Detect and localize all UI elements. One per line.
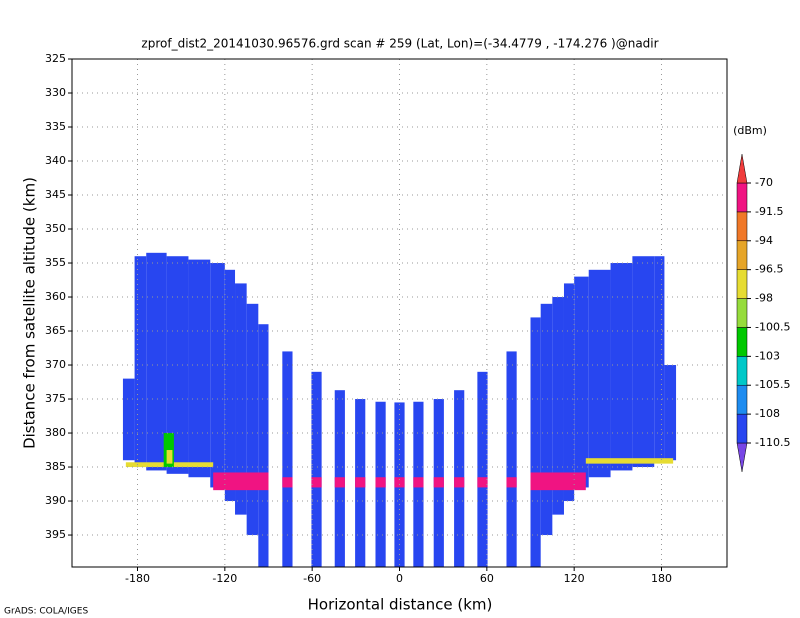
colorbar-tick-label: -105.5 — [755, 378, 790, 391]
heat-cell — [574, 276, 589, 488]
colorbar-segment — [736, 442, 748, 472]
heat-cell — [654, 256, 665, 461]
colorbar-segment — [736, 413, 748, 444]
y-tick-label: 395 — [45, 528, 66, 541]
colorbar-tick-label: -108 — [755, 407, 780, 420]
plot-frame — [71, 58, 728, 568]
x-axis-label: Horizontal distance (km) — [308, 596, 493, 614]
heat-cell — [334, 477, 345, 488]
y-tick-label: 340 — [45, 154, 66, 167]
x-tick-label: 120 — [564, 572, 585, 585]
heat-cell — [224, 269, 236, 502]
heat-cell — [477, 371, 488, 567]
heat-cell — [146, 252, 167, 471]
heat-cell — [311, 477, 322, 488]
y-tick-label: 390 — [45, 494, 66, 507]
y-tick-label: 380 — [45, 426, 66, 439]
colorbar-segment — [736, 269, 748, 299]
heat-cell — [235, 283, 247, 515]
heat-cell — [530, 472, 586, 491]
y-axis-label: Distance from satellite altitude (km) — [21, 177, 39, 449]
heat-cell — [563, 283, 575, 502]
colorbar-segment — [736, 356, 748, 386]
colorbar-tick-label: -70 — [755, 176, 773, 189]
colorbar-segment — [736, 327, 748, 357]
colorbar-tick-label: -110.5 — [755, 436, 790, 449]
heat-cell — [213, 472, 269, 491]
heat-cell — [530, 317, 541, 567]
heat-cell — [540, 303, 553, 536]
colorbar-segment — [736, 298, 748, 328]
y-tick-label: 330 — [45, 86, 66, 99]
y-tick-label: 365 — [45, 324, 66, 337]
heat-cell — [311, 371, 322, 567]
heat-cell — [246, 303, 259, 536]
y-tick-label: 375 — [45, 392, 66, 405]
heat-cell — [166, 450, 173, 464]
heat-cell — [188, 259, 211, 478]
heat-cell — [454, 477, 465, 488]
heat-cell — [134, 256, 147, 468]
x-tick-label: -120 — [212, 572, 237, 585]
colorbar-label: (dBm) — [733, 124, 767, 137]
heat-cell — [282, 477, 293, 488]
colorbar-tick-label: -100.5 — [755, 320, 790, 333]
heat-cell — [506, 351, 517, 567]
colorbar-tick-label: -91.5 — [755, 205, 783, 218]
colorbar-tick-label: -103 — [755, 349, 780, 362]
heat-cell — [394, 477, 405, 488]
colorbar-segment — [736, 384, 748, 415]
heat-cell — [477, 477, 488, 488]
heat-cell — [664, 365, 677, 461]
colorbar-tick-label: -98 — [755, 292, 773, 305]
y-tick-label: 355 — [45, 256, 66, 269]
heat-cell — [610, 263, 633, 471]
heat-cell — [210, 263, 225, 488]
heat-cell — [588, 269, 611, 478]
y-tick-label: 335 — [45, 120, 66, 133]
heat-cell — [632, 256, 655, 468]
y-tick-label: 345 — [45, 188, 66, 201]
heat-cell — [585, 458, 674, 464]
heat-cell — [355, 477, 366, 488]
heat-cell — [433, 477, 444, 488]
chart-title: zprof_dist2_20141030.96576.grd scan # 25… — [141, 37, 658, 51]
x-tick-label: -60 — [303, 572, 321, 585]
y-tick-label: 385 — [45, 460, 66, 473]
y-tick-label: 325 — [45, 52, 66, 65]
y-tick-label: 370 — [45, 358, 66, 371]
heat-cell — [282, 351, 293, 567]
colorbar-segment — [736, 240, 748, 270]
x-tick-label: 0 — [396, 572, 403, 585]
heat-cell — [122, 378, 135, 461]
y-tick-label: 360 — [45, 290, 66, 303]
colorbar-segment — [736, 154, 748, 184]
x-tick-label: -180 — [125, 572, 150, 585]
heat-cell — [552, 297, 564, 515]
y-tick-label: 350 — [45, 222, 66, 235]
x-tick-label: 60 — [480, 572, 494, 585]
heat-cell — [375, 477, 386, 488]
heat-cell — [506, 477, 517, 488]
colorbar-segment — [736, 182, 748, 213]
colorbar-tick-label: -96.5 — [755, 263, 783, 276]
heat-cell — [258, 324, 269, 567]
colorbar-tick-label: -94 — [755, 234, 773, 247]
footer: GrADS: COLA/IGES — [4, 607, 88, 617]
colorbar-segment — [736, 211, 748, 242]
x-tick-label: 180 — [651, 572, 672, 585]
heat-cell — [413, 477, 424, 488]
